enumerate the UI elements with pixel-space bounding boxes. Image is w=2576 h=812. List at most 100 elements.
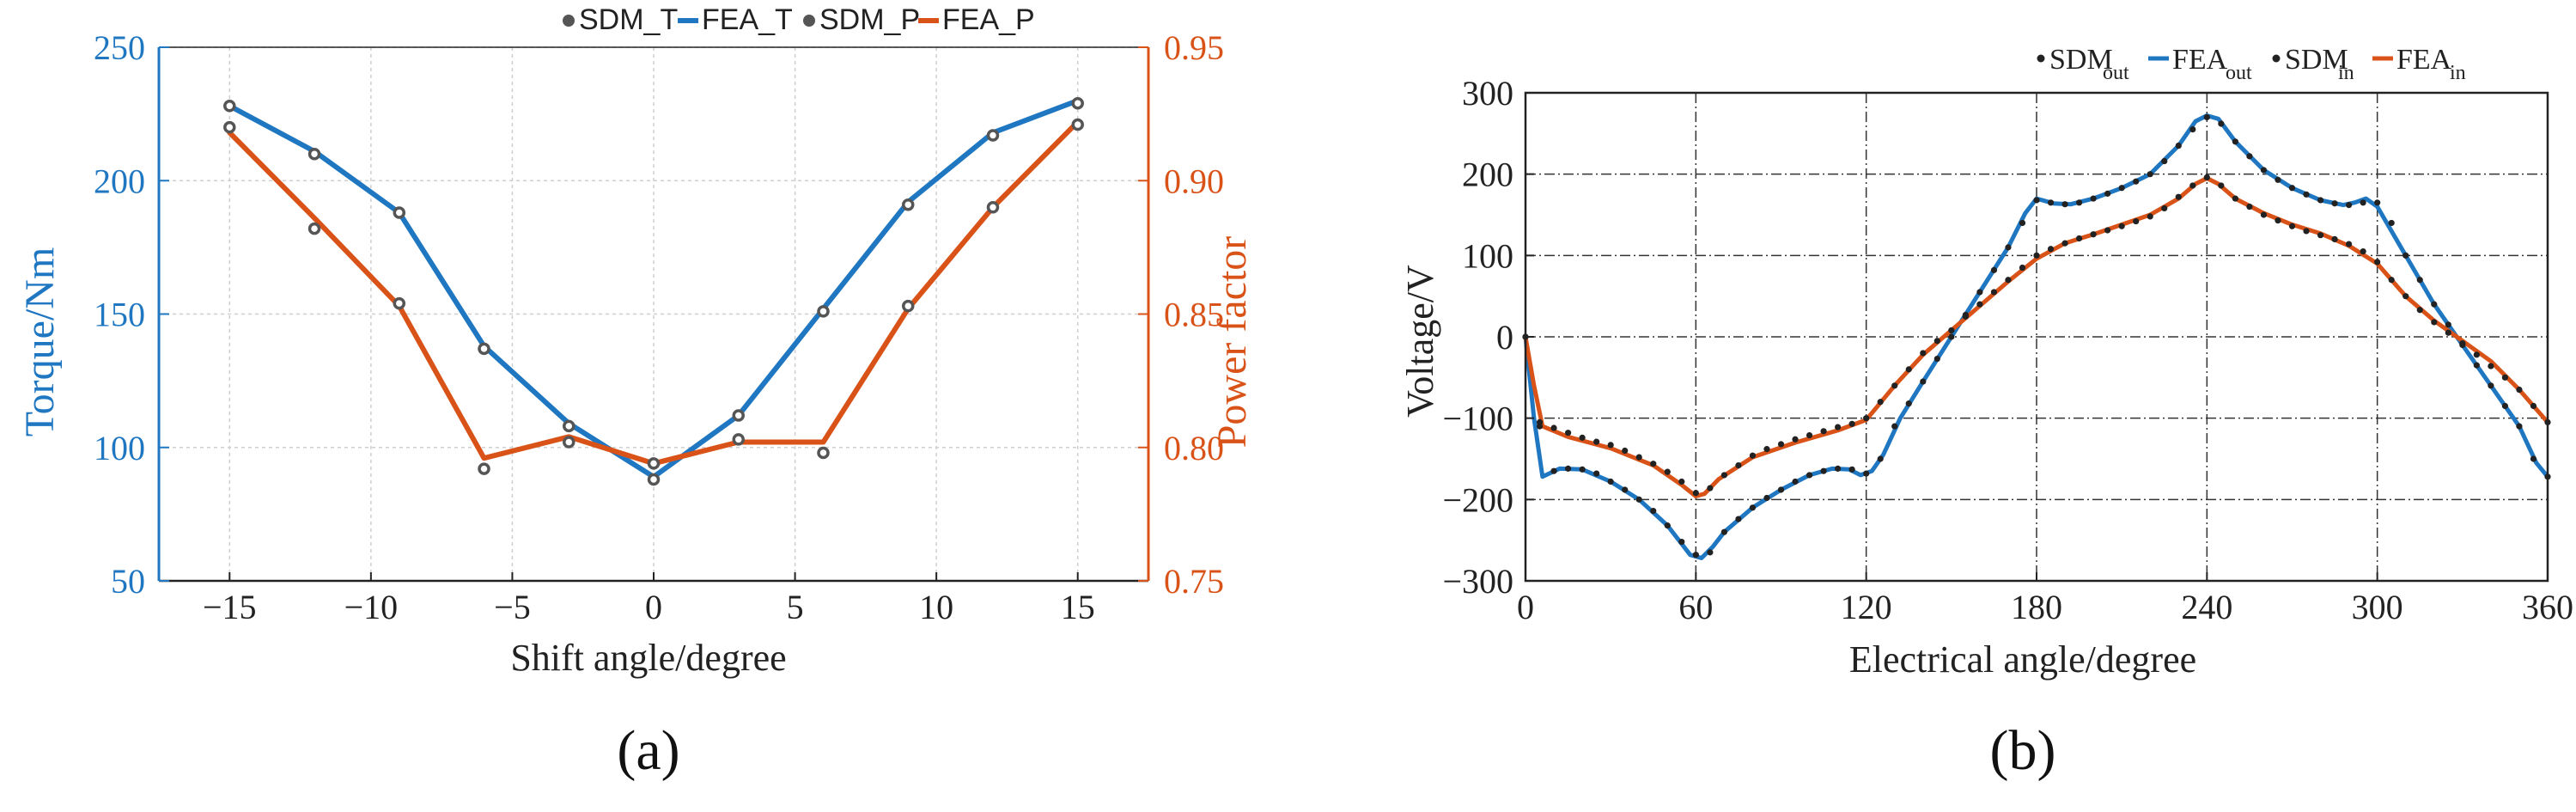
panel-b-legend-subscript: in: [2338, 62, 2354, 84]
panel-b-point-sdm-out: [1976, 289, 1983, 296]
panel-b-point-sdm-out: [1635, 496, 1642, 503]
panel-b-point-sdm-in: [1763, 446, 1770, 453]
panel-b-point-sdm-out: [2431, 301, 2438, 308]
panel-b-point-sdm-out: [1848, 466, 1855, 473]
panel-b-legend-subscript: in: [2450, 62, 2466, 84]
panel-b-point-sdm-in: [2445, 329, 2451, 336]
panel-b-point-sdm-in: [2104, 227, 2111, 234]
panel-b-legend-dot-icon: [2272, 54, 2281, 63]
panel-b-point-sdm-out: [2218, 120, 2225, 127]
panel-b-point-sdm-out: [1749, 504, 1757, 511]
panel-b-point-sdm-in: [2075, 235, 2083, 242]
panel-b-point-sdm-in: [2331, 235, 2338, 242]
panel-b-x-tick-label: 120: [1841, 588, 1892, 626]
panel-b-point-sdm-out: [2473, 362, 2480, 369]
panel-a-legend-label: SDM_T: [579, 3, 678, 36]
panel-b-point-sdm-out: [2161, 157, 2168, 165]
panel-b-point-sdm-in: [1877, 399, 1884, 406]
panel-b-point-sdm-out: [2246, 153, 2253, 160]
panel-b-x-tick-label: 360: [2522, 588, 2573, 626]
panel-b-x-tick-label: 60: [1678, 588, 1713, 626]
panel-b-point-sdm-out: [2104, 190, 2111, 197]
panel-b-point-sdm-out: [1550, 467, 1557, 474]
panel-b-x-axis-label: Electrical angle/degree: [1849, 638, 2196, 681]
panel-b-point-sdm-out: [2374, 199, 2381, 206]
panel-b-x-tick-label: 0: [1517, 588, 1534, 626]
panel-a-series: [223, 96, 1084, 486]
panel-b-point-sdm-out: [2019, 219, 2026, 227]
panel-a-x-tick-label: 5: [787, 588, 804, 626]
panel-b-point-sdm-in: [1934, 338, 1940, 345]
panel-b-point-sdm-in: [2388, 277, 2395, 284]
panel-b-point-sdm-out: [1763, 494, 1770, 502]
panel-b-y-tick-label: −200: [1442, 480, 1513, 519]
panel-a-x-tick-label: 0: [645, 588, 662, 626]
panel-a-legend: SDM_T FEA_T SDM_P FEA_P: [563, 3, 1035, 36]
panel-a-legend-label: FEA_T: [702, 3, 793, 36]
panel-b-point-sdm-in: [1848, 420, 1855, 427]
panel-b-point-sdm-in: [1976, 301, 1983, 308]
panel-b-point-sdm-in: [1678, 478, 1685, 485]
panel-b-point-sdm-out: [2516, 423, 2523, 430]
panel-b-point-sdm-out: [1664, 522, 1671, 529]
panel-b-point-sdm-out: [1806, 472, 1813, 479]
panel-b-point-sdm-in: [1579, 434, 1586, 441]
panel-a-point-sdm-t: [986, 129, 1000, 142]
panel-b-legend-subscript: out: [2226, 62, 2252, 84]
panel-b-point-sdm-out: [1777, 486, 1785, 493]
panel-b-point-sdm-out: [1579, 466, 1586, 473]
panel-a-legend-item: FEA_T: [678, 3, 793, 36]
panel-a: −15 −10 −5 0 5 10 15 50 100 150 200 250 0.75 0.80 0.85…: [17, 3, 1255, 782]
panel-b-point-sdm-in: [1635, 454, 1642, 461]
panel-a-right-y-tick-label: 0.95: [1164, 28, 1224, 67]
panel-a-legend-item: SDM_T: [563, 3, 678, 36]
panel-a-point-sdm-p: [1071, 118, 1084, 131]
panel-b-point-sdm-in: [1990, 289, 1998, 296]
panel-b-point-sdm-out: [2090, 195, 2097, 202]
panel-b-point-sdm-in: [1607, 442, 1614, 449]
panel-b-legend-label: FEA: [2396, 44, 2452, 76]
panel-a-point-sdm-p: [817, 446, 830, 460]
panel-b-point-sdm-in: [1707, 485, 1714, 491]
panel-a-point-sdm-p: [647, 457, 661, 470]
panel-b-point-sdm-in: [1792, 436, 1799, 443]
panel-b-point-sdm-out: [2346, 202, 2353, 209]
panel-b-point-sdm-out: [2133, 178, 2140, 185]
panel-b-point-sdm-in: [2203, 174, 2210, 181]
panel-b-y-tick-label: 300: [1462, 74, 1513, 113]
panel-a-legend-item: FEA_P: [918, 3, 1035, 36]
panel-a-x-tick-label: −15: [203, 588, 257, 626]
panel-b-point-sdm-out: [2061, 201, 2068, 208]
panel-b-point-sdm-out: [2488, 382, 2494, 389]
panel-b-point-sdm-out: [2402, 252, 2409, 259]
panel-b-y-tick-label: −300: [1442, 562, 1513, 601]
panel-b-point-sdm-in: [2161, 205, 2168, 212]
panel-b-point-sdm-in: [2488, 363, 2494, 369]
panel-b-point-sdm-in: [1564, 430, 1572, 437]
panel-b-point-sdm-in: [1692, 490, 1699, 497]
panel-b-point-sdm-out: [1990, 266, 1998, 273]
panel-a-point-sdm-p: [901, 299, 915, 313]
panel-a-left-y-tick-label: 200: [94, 162, 145, 200]
panel-b-point-sdm-out: [1891, 423, 1898, 430]
panel-b-point-sdm-in: [2416, 307, 2423, 314]
panel-b-point-sdm-in: [1891, 382, 1898, 389]
panel-b-point-sdm-out: [2075, 199, 2083, 206]
panel-b-point-sdm-in: [2090, 231, 2097, 238]
panel-b-point-sdm-in: [2005, 277, 2012, 284]
panel-a-right-y-tick-label: 0.75: [1164, 562, 1224, 601]
panel-b-point-sdm-in: [2303, 228, 2310, 235]
panel-b-y-axis-label: Voltage/V: [1399, 265, 1441, 418]
panel-b-point-sdm-out: [1593, 470, 1600, 477]
panel-a-x-tick-label: −5: [494, 588, 531, 626]
panel-a-point-sdm-t: [817, 305, 830, 318]
panel-b-point-sdm-in: [2402, 293, 2409, 300]
panel-b-point-sdm-out: [2175, 142, 2182, 150]
panel-a-point-sdm-t: [1071, 96, 1084, 110]
panel-a-point-sdm-t: [563, 419, 575, 433]
panel-b-point-sdm-in: [2360, 248, 2366, 255]
panel-a-right-y-axis-label: Power factor: [1209, 236, 1255, 449]
panel-b-point-sdm-out: [2275, 176, 2281, 183]
